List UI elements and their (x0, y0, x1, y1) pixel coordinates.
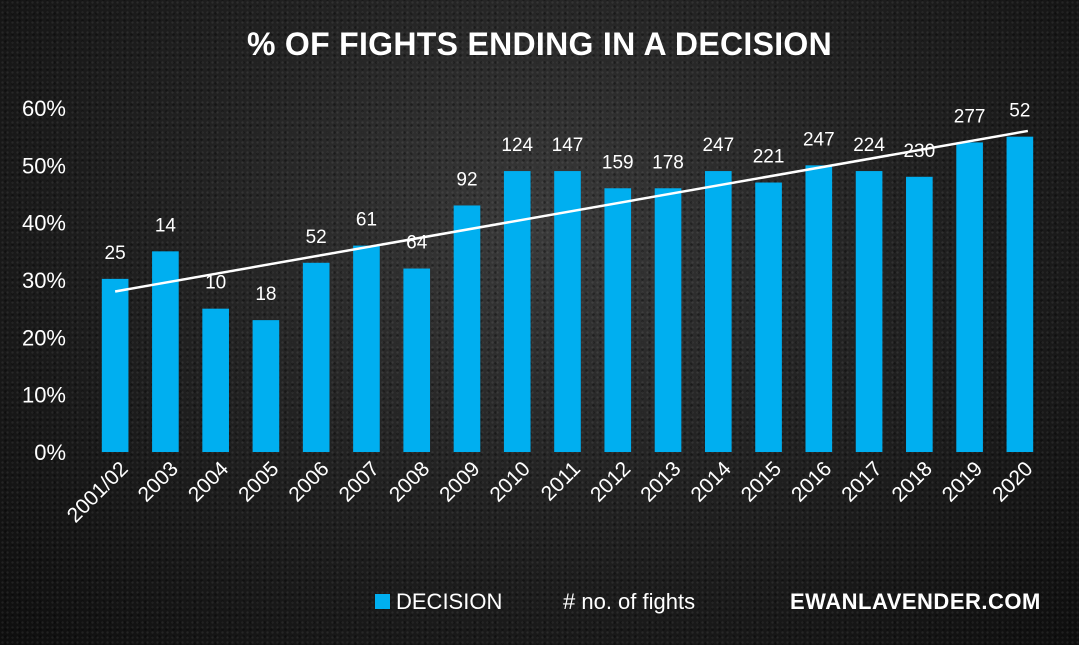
x-tick-label: 2008 (385, 457, 434, 506)
data-label: 277 (954, 106, 986, 127)
data-label: 221 (753, 147, 785, 168)
y-tick-label: 10% (22, 383, 66, 408)
bar (503, 171, 531, 453)
bar (403, 268, 431, 452)
x-tick-label: 2019 (938, 457, 987, 506)
bar (252, 320, 280, 452)
watermark: EWANLAVENDER.COM (790, 588, 1041, 616)
legend-swatch (375, 593, 390, 609)
bar (906, 176, 933, 453)
x-tick-label: 2020 (988, 457, 1037, 506)
watermark-text: EWANLAVENDER.COM (790, 589, 1041, 614)
data-label: 124 (501, 135, 533, 156)
bar (353, 245, 380, 452)
data-label: 18 (255, 284, 276, 305)
data-label: 10 (205, 273, 226, 294)
bar (554, 171, 581, 453)
data-label: 147 (552, 135, 584, 156)
bar (855, 171, 883, 453)
data-label: 224 (853, 135, 885, 156)
x-tick-label: 2012 (586, 457, 635, 506)
data-label: 25 (105, 243, 126, 264)
legend-fights: # no. of fights (563, 588, 695, 616)
legend-fights-label: # no. of fights (563, 589, 696, 614)
chart-title: % OF FIGHTS ENDING IN A DECISION (246, 26, 833, 62)
bar (302, 262, 330, 452)
y-tick-label: 20% (22, 325, 66, 350)
y-tick-label: 30% (22, 268, 66, 293)
bar (654, 188, 682, 452)
y-tick-label: 50% (22, 153, 66, 178)
y-tick-label: 40% (22, 211, 66, 236)
data-label: 247 (702, 135, 734, 156)
x-tick-label: 2014 (687, 457, 737, 507)
y-tick-label: 0% (34, 440, 66, 465)
x-tick-label: 2010 (485, 457, 534, 506)
legend-decision: DECISION (375, 588, 502, 616)
data-label: 247 (803, 129, 835, 150)
data-label: 92 (456, 169, 477, 190)
bar (453, 205, 481, 452)
x-tick-label: 2001/02 (63, 457, 133, 527)
x-tick-label: 2017 (837, 457, 886, 506)
x-tick-label: 2003 (134, 457, 183, 506)
x-tick-label: 2015 (737, 457, 786, 506)
bar (805, 165, 833, 453)
data-label: 159 (602, 152, 634, 173)
legend-decision-label: DECISION (396, 589, 503, 614)
data-label: 61 (356, 210, 377, 231)
data-label: 52 (306, 227, 327, 248)
x-tick-label: 2005 (234, 457, 283, 506)
data-label: 64 (406, 233, 428, 254)
bar (956, 142, 983, 452)
x-tick-label: 2016 (787, 457, 836, 506)
bar (101, 278, 129, 452)
x-tick-label: 2006 (284, 457, 333, 506)
x-tick-label: 2013 (636, 457, 685, 506)
x-tick-label: 2011 (537, 457, 585, 505)
data-label: 230 (903, 141, 935, 162)
x-tick-label: 2004 (184, 457, 234, 507)
data-label: 14 (155, 215, 177, 236)
trendline (114, 129, 1029, 293)
bar (704, 171, 732, 453)
x-tick-label: 2009 (435, 457, 484, 506)
bar (604, 188, 632, 452)
y-tick-label: 60% (22, 96, 66, 121)
bar (202, 308, 229, 452)
x-tick-label: 2018 (888, 457, 937, 506)
data-label: 52 (1009, 101, 1030, 122)
x-tick-label: 2007 (335, 457, 384, 506)
bar (755, 182, 782, 453)
data-label: 178 (652, 152, 684, 173)
bar (1006, 136, 1034, 452)
